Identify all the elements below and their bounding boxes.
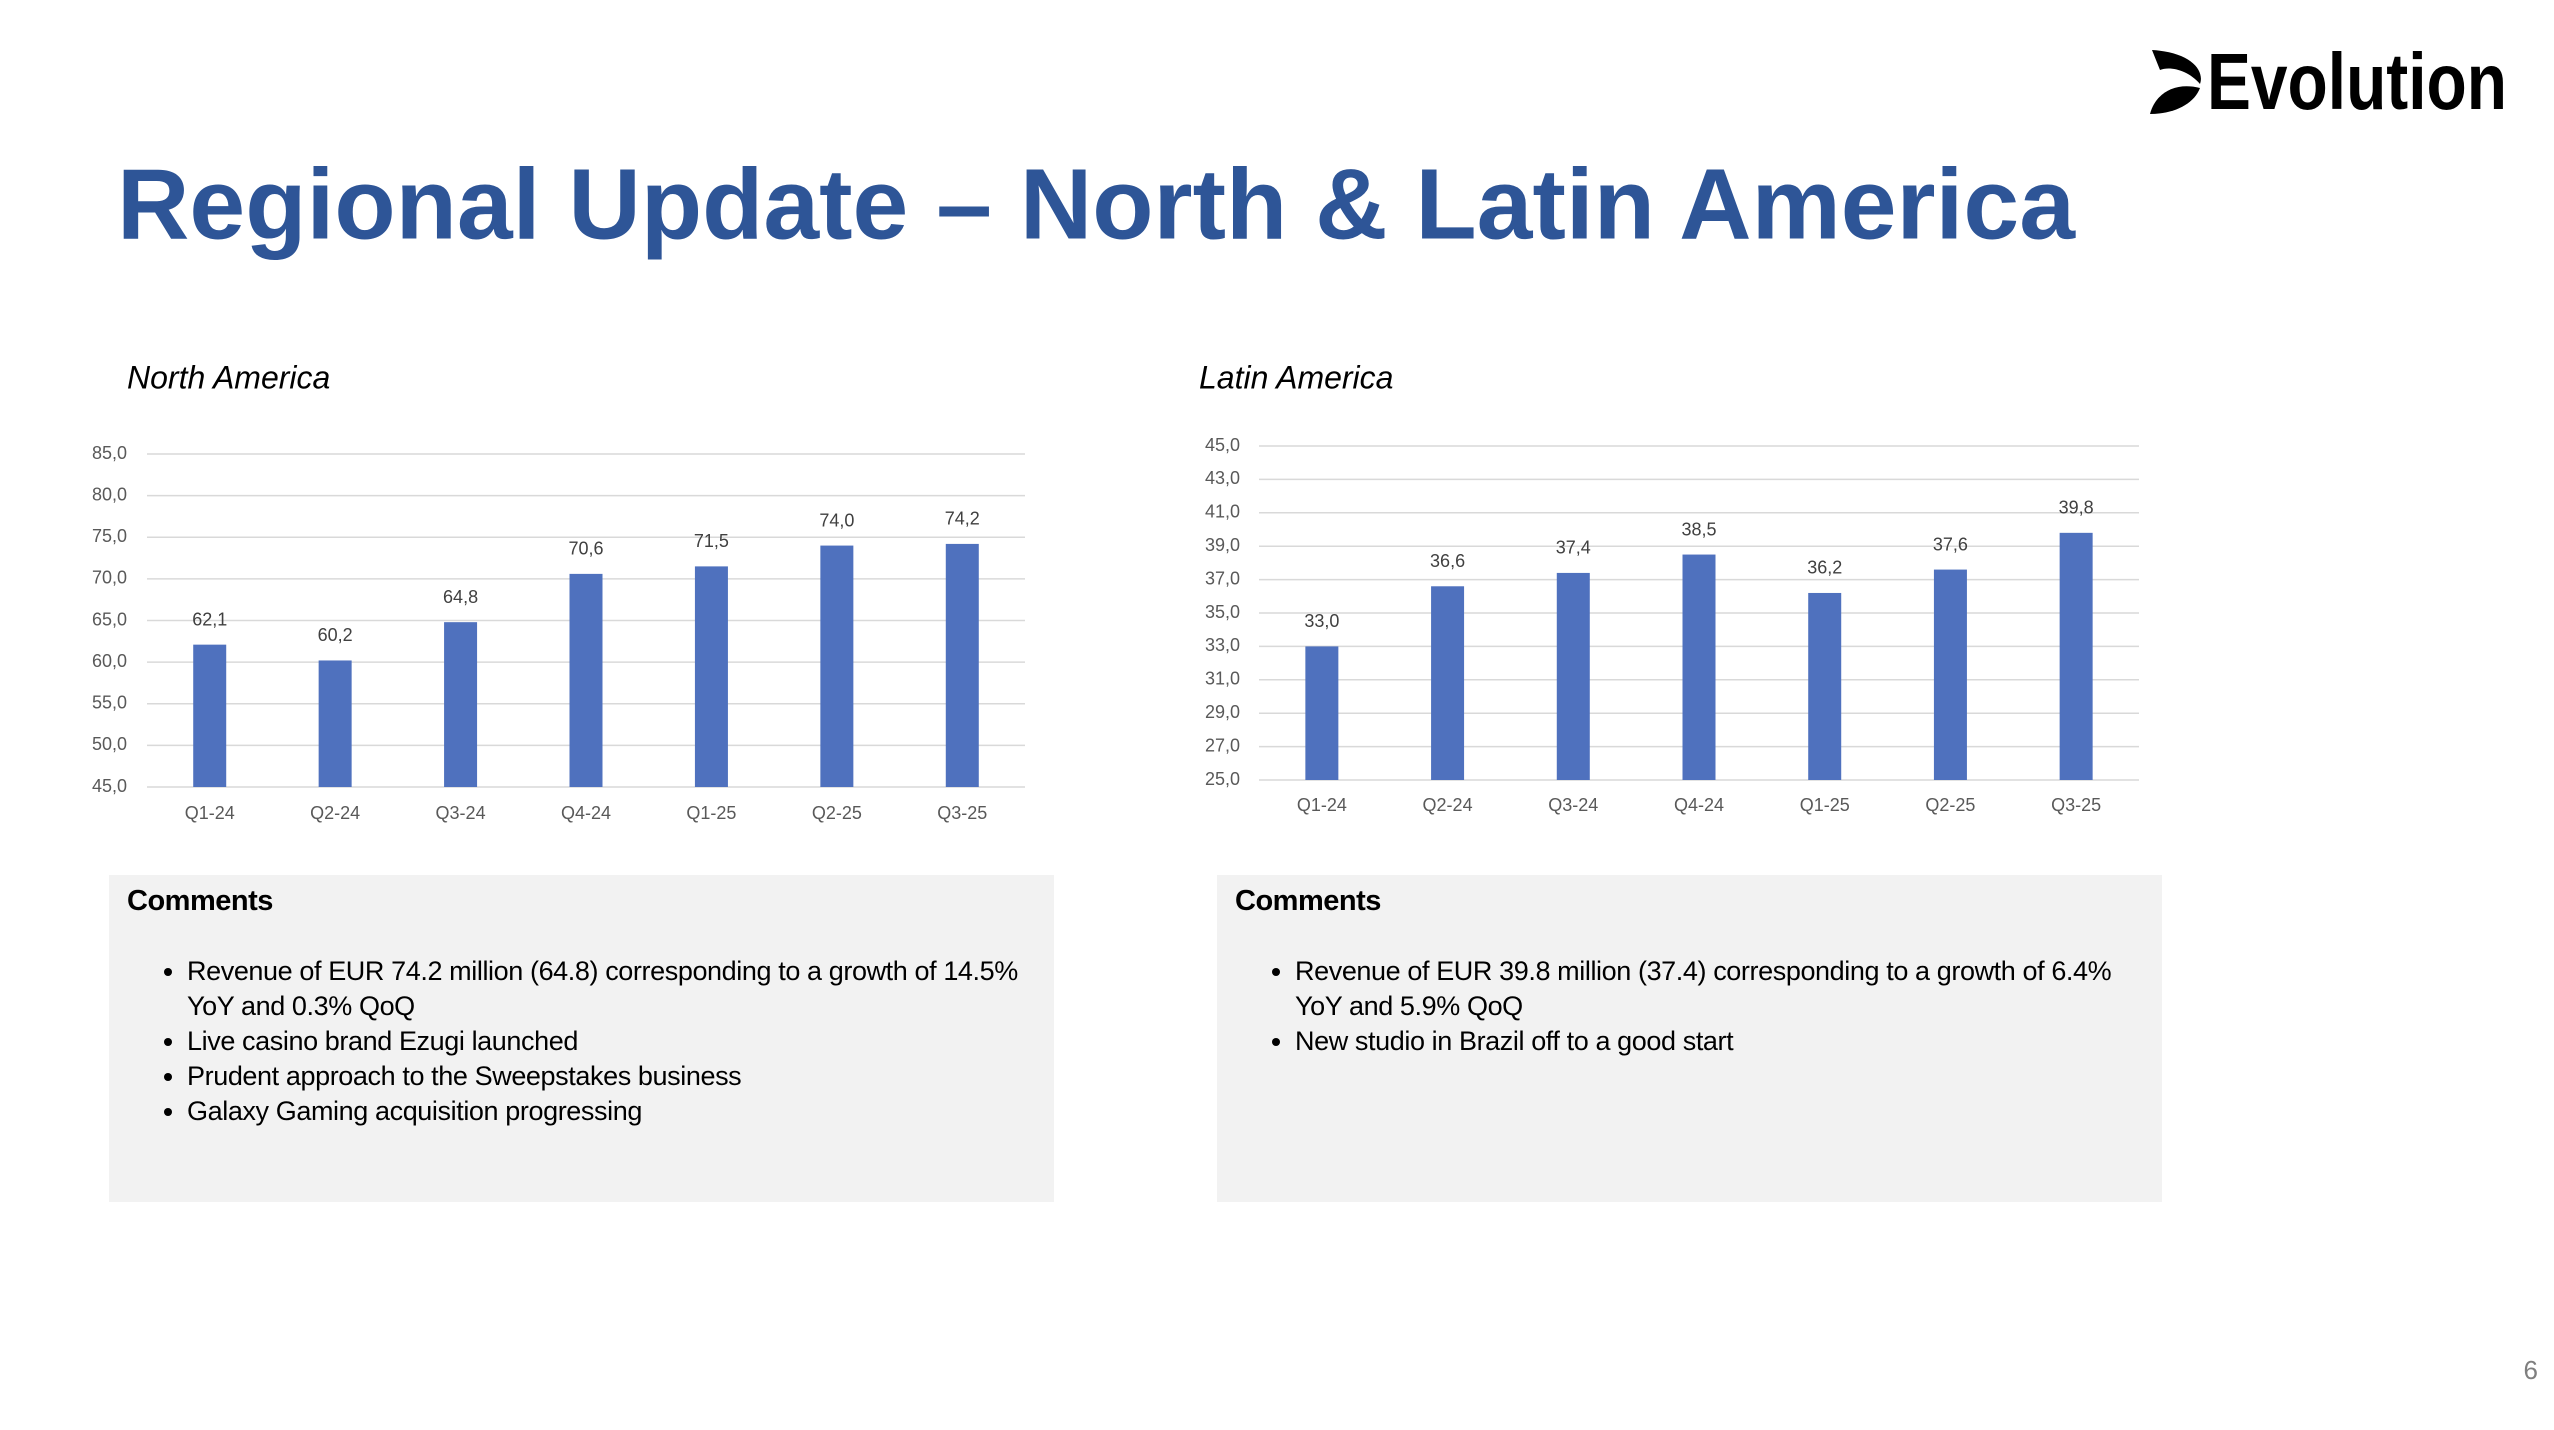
- comments-box: Comments Revenue of EUR 39.8 million (37.…: [1217, 875, 2162, 1202]
- x-tick-label: Q2-25: [1925, 795, 1975, 815]
- y-tick-label: 25,0: [1205, 769, 1240, 789]
- bar: [945, 543, 979, 787]
- y-tick-label: 33,0: [1205, 635, 1240, 655]
- x-tick-label: Q3-25: [937, 803, 987, 823]
- y-tick-label: 45,0: [92, 776, 127, 796]
- y-tick-label: 27,0: [1205, 735, 1240, 755]
- bar: [1556, 572, 1590, 780]
- x-tick-label: Q3-25: [2051, 795, 2101, 815]
- y-tick-label: 43,0: [1205, 468, 1240, 488]
- data-label: 36,2: [1807, 558, 1842, 578]
- chart-title: North America: [127, 359, 330, 395]
- data-label: 74,0: [819, 510, 854, 530]
- comments-list: Revenue of EUR 74.2 million (64.8) corre…: [127, 954, 1036, 1129]
- x-tick-label: Q1-24: [185, 803, 235, 823]
- data-label: 39,8: [2059, 498, 2094, 518]
- comment-item: New studio in Brazil off to a good start: [1295, 1024, 2144, 1059]
- data-label: 62,1: [192, 609, 227, 629]
- data-label: 70,6: [568, 539, 603, 559]
- comments-heading: Comments: [127, 885, 273, 917]
- bar: [569, 573, 603, 787]
- x-tick-label: Q1-25: [686, 803, 736, 823]
- x-tick-label: Q4-24: [1674, 795, 1724, 815]
- chart-title: Latin America: [1199, 359, 1393, 395]
- comment-item: Galaxy Gaming acquisition progressing: [187, 1094, 1036, 1129]
- bar: [1305, 646, 1339, 780]
- y-tick-label: 85,0: [92, 443, 127, 463]
- comments-heading: Comments: [1235, 885, 1381, 917]
- comment-item: Revenue of EUR 74.2 million (64.8) corre…: [187, 954, 1036, 1024]
- data-label: 37,4: [1556, 538, 1591, 558]
- data-label: 60,2: [318, 625, 353, 645]
- comments-list: Revenue of EUR 39.8 million (37.4) corre…: [1235, 954, 2144, 1059]
- y-tick-label: 80,0: [92, 484, 127, 504]
- data-label: 37,6: [1933, 534, 1968, 554]
- bar: [193, 644, 227, 787]
- x-tick-label: Q3-24: [436, 803, 486, 823]
- data-label: 38,5: [1681, 519, 1716, 539]
- y-tick-label: 39,0: [1205, 535, 1240, 555]
- bar: [1808, 592, 1842, 780]
- y-tick-label: 55,0: [92, 693, 127, 713]
- bar: [318, 660, 352, 787]
- bar: [1431, 586, 1465, 780]
- logo-icon: [2150, 50, 2201, 114]
- x-tick-label: Q3-24: [1548, 795, 1598, 815]
- y-tick-label: 35,0: [1205, 602, 1240, 622]
- y-tick-label: 45,0: [1205, 435, 1240, 455]
- slide-title: Regional Update – North & Latin America: [117, 148, 2076, 260]
- x-tick-label: Q2-25: [812, 803, 862, 823]
- comment-item: Live casino brand Ezugi launched: [187, 1024, 1036, 1059]
- x-tick-label: Q1-24: [1297, 795, 1347, 815]
- comment-item: Prudent approach to the Sweepstakes busi…: [187, 1059, 1036, 1094]
- data-label: 33,0: [1304, 611, 1339, 631]
- comment-item: Revenue of EUR 39.8 million (37.4) corre…: [1295, 954, 2144, 1024]
- y-tick-label: 31,0: [1205, 669, 1240, 689]
- y-tick-label: 41,0: [1205, 502, 1240, 522]
- bar: [444, 622, 478, 787]
- page-number: 6: [2524, 1355, 2538, 1385]
- y-tick-label: 37,0: [1205, 568, 1240, 588]
- y-tick-label: 50,0: [92, 734, 127, 754]
- y-tick-label: 29,0: [1205, 702, 1240, 722]
- x-tick-label: Q2-24: [1423, 795, 1473, 815]
- data-label: 71,5: [694, 531, 729, 551]
- y-tick-label: 65,0: [92, 609, 127, 629]
- data-label: 36,6: [1430, 551, 1465, 571]
- x-tick-label: Q1-25: [1800, 795, 1850, 815]
- bar: [1682, 554, 1716, 780]
- y-tick-label: 70,0: [92, 568, 127, 588]
- x-tick-label: Q2-24: [310, 803, 360, 823]
- x-tick-label: Q4-24: [561, 803, 611, 823]
- bar: [1933, 569, 1967, 780]
- comments-box: Comments Revenue of EUR 74.2 million (64.…: [109, 875, 1054, 1202]
- y-tick-label: 75,0: [92, 526, 127, 546]
- data-label: 64,8: [443, 587, 478, 607]
- data-label: 74,2: [945, 509, 980, 529]
- bar: [694, 566, 728, 787]
- bar: [2059, 532, 2093, 780]
- y-tick-label: 60,0: [92, 651, 127, 671]
- bar: [820, 545, 854, 787]
- logo-text: Evolution: [2207, 37, 2507, 126]
